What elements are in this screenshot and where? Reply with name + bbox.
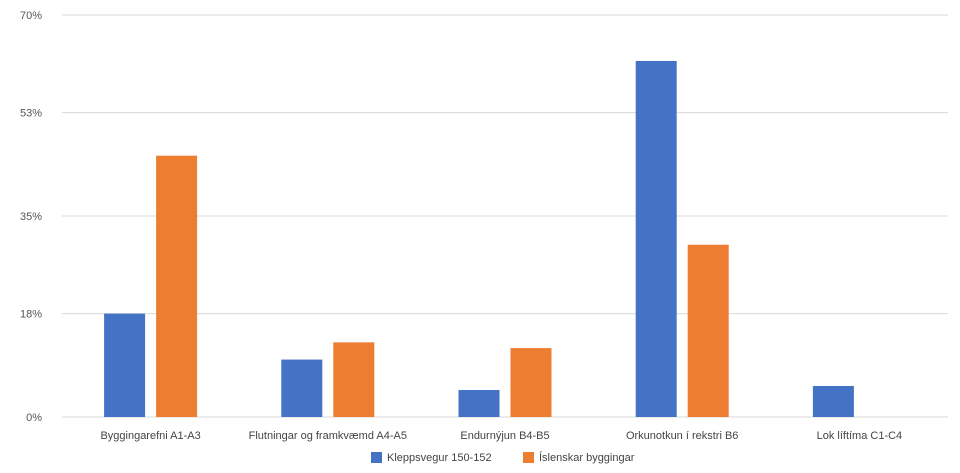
y-tick-label: 18%	[20, 309, 42, 321]
legend-label-0: Kleppsvegur 150-152	[387, 452, 492, 464]
bar-kleppsvegur-3	[635, 60, 677, 417]
bar-islenskar-2	[510, 348, 552, 417]
x-category-label: Orkunotkun í rekstri B6	[626, 430, 739, 442]
y-axis-tick-labels: 0% 18% 35% 53% 70%	[20, 10, 42, 424]
legend-label-1: Íslenskar byggingar	[539, 451, 635, 464]
bar-kleppsvegur-1	[281, 359, 323, 417]
y-tick-label: 70%	[20, 10, 42, 22]
bar-islenskar-0	[156, 155, 198, 417]
x-category-label: Byggingarefni A1-A3	[100, 430, 200, 442]
bars	[104, 60, 854, 417]
x-axis-category-labels: Byggingarefni A1-A3 Flutningar og framkvæ…	[100, 430, 902, 442]
bar-kleppsvegur-4	[812, 385, 854, 417]
y-tick-label: 53%	[20, 108, 42, 120]
bar-kleppsvegur-2	[458, 390, 500, 417]
y-tick-label: 35%	[20, 211, 42, 223]
x-category-label: Lok líftíma C1-C4	[817, 430, 903, 442]
gridlines	[62, 14, 948, 418]
y-tick-label: 0%	[26, 412, 42, 424]
x-category-label: Endurnýjun B4-B5	[460, 430, 549, 442]
x-category-label: Flutningar og framkvæmd A4-A5	[249, 430, 407, 442]
legend-swatch-1	[523, 452, 534, 463]
legend: Kleppsvegur 150-152 Íslenskar byggingar	[371, 451, 635, 464]
legend-swatch-0	[371, 452, 382, 463]
bar-islenskar-1	[333, 342, 375, 417]
bar-kleppsvegur-0	[104, 313, 146, 417]
bar-islenskar-3	[687, 244, 729, 417]
